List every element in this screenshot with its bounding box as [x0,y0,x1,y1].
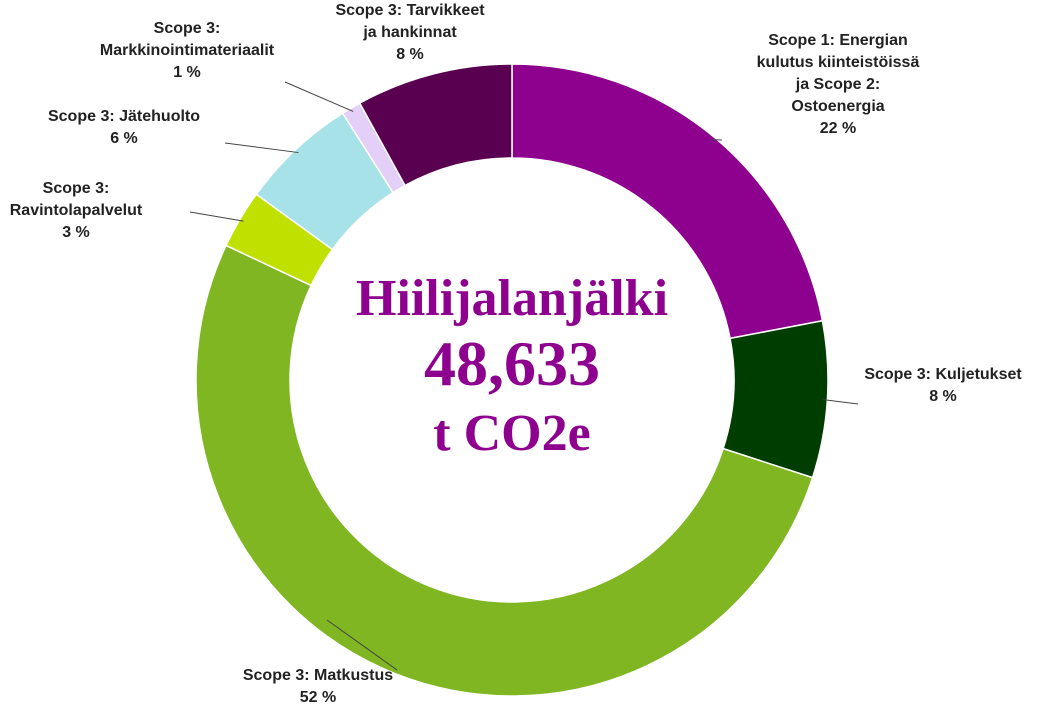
slice [511,63,824,340]
value-label: 52 % [300,689,336,706]
value-label: 6 % [110,130,138,147]
value-label: 22 % [820,120,856,137]
slice-label: Scope 3: Ravintolapalvelut [10,180,143,219]
value-label: 3 % [62,224,90,241]
slices [195,63,829,697]
slice-label: Scope 3: Kuljetukset [864,366,1022,383]
slice-label: Scope 3: Tarvikkeet ja hankinnat [335,2,485,41]
slice [358,63,513,187]
slice [195,244,814,697]
labels: Scope 1: Energian kulutus kiinteistöissä j… [10,2,1023,706]
slice-label: Scope 3: Markkinointimateriaalit [100,20,275,59]
value-label: 1 % [173,64,201,81]
leader-line [224,142,299,154]
value-label: 8 % [396,46,424,63]
leader-line [326,619,398,671]
center-title: Hiilijalanjälki [356,270,668,327]
leader-line [823,399,859,405]
leader-line [189,211,244,222]
slice-label: Scope 3: Jätehuolto [48,108,200,125]
center-unit: t CO2e [433,405,590,462]
value-label: 8 % [929,388,957,405]
slice-label: Scope 3: Matkustus [243,667,393,684]
slice-label: Scope 1: Energian kulutus kiinteistöissä j… [757,32,920,115]
leader-line [284,81,354,112]
center-value: 48,633 [424,328,600,399]
